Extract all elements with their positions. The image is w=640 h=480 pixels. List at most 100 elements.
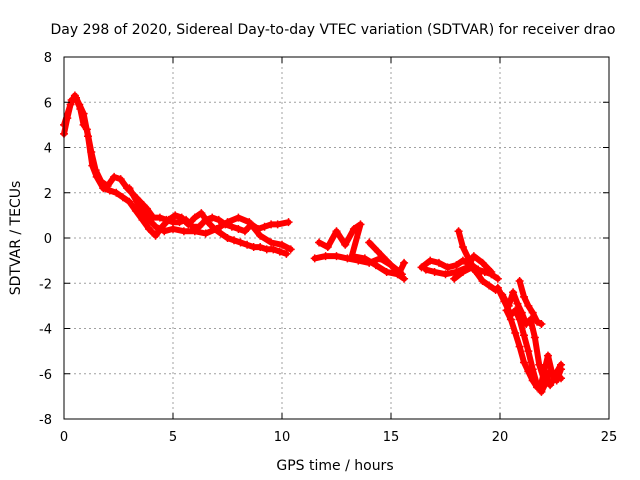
data-point xyxy=(365,258,374,267)
data-point xyxy=(443,263,452,272)
data-point xyxy=(169,224,177,233)
y-tick-label: 8 xyxy=(44,51,52,66)
data-point xyxy=(116,175,125,184)
data-point xyxy=(240,227,249,236)
data-point xyxy=(515,276,524,285)
data-point xyxy=(519,358,528,367)
y-tick-label: 6 xyxy=(44,96,52,111)
data-point xyxy=(515,342,524,351)
data-point xyxy=(528,308,537,317)
data-point xyxy=(528,376,537,385)
data-point xyxy=(83,132,92,141)
x-tick-label: 5 xyxy=(169,430,177,445)
data-point xyxy=(125,184,134,193)
data-point xyxy=(537,319,546,328)
data-point xyxy=(160,227,169,236)
y-tick-label: 2 xyxy=(44,187,52,202)
data-point xyxy=(522,319,531,328)
data-point xyxy=(155,213,164,222)
data-point xyxy=(478,258,487,267)
data-point xyxy=(275,247,284,256)
data-point xyxy=(474,270,483,279)
data-point xyxy=(533,383,542,392)
data-point xyxy=(179,227,188,236)
data-point xyxy=(506,315,515,324)
data-point xyxy=(332,227,341,236)
data-point xyxy=(212,224,221,233)
data-point xyxy=(349,224,358,233)
data-point xyxy=(230,236,239,245)
series-group xyxy=(60,91,566,396)
data-point xyxy=(260,222,269,231)
data-point xyxy=(458,267,467,276)
data-point xyxy=(223,218,232,227)
data-point xyxy=(467,263,476,272)
data-point xyxy=(524,367,533,376)
data-point xyxy=(151,231,160,240)
data-point xyxy=(88,161,97,170)
data-point xyxy=(315,238,324,247)
data-point xyxy=(535,360,544,369)
x-tick-label: 15 xyxy=(383,430,400,445)
data-point xyxy=(454,227,463,236)
data-point xyxy=(469,252,478,261)
y-tick-label: 0 xyxy=(44,232,52,247)
data-point xyxy=(373,247,382,256)
x-tick-label: 10 xyxy=(274,430,291,445)
data-point xyxy=(511,329,520,338)
data-point xyxy=(543,351,552,360)
data-point xyxy=(70,91,79,100)
data-point xyxy=(118,193,127,202)
data-point xyxy=(356,220,365,229)
data-point xyxy=(171,211,180,220)
data-point xyxy=(537,378,546,387)
data-point xyxy=(177,213,186,222)
y-tick-label: -2 xyxy=(39,277,52,292)
data-point xyxy=(216,229,225,238)
data-point xyxy=(341,240,350,249)
y-tick-label: -4 xyxy=(39,323,52,338)
data-point xyxy=(310,254,319,263)
data-point xyxy=(546,381,555,390)
data-point xyxy=(203,218,212,227)
data-point xyxy=(145,224,154,233)
data-point xyxy=(201,229,210,238)
data-point xyxy=(66,100,75,109)
data-series xyxy=(60,91,566,396)
data-point xyxy=(267,238,276,247)
data-point xyxy=(92,172,101,181)
x-tick-label: 25 xyxy=(601,430,618,445)
data-point xyxy=(197,209,206,218)
data-point xyxy=(524,347,533,356)
data-point xyxy=(530,333,539,342)
data-point xyxy=(533,317,542,326)
y-tick-label: 4 xyxy=(44,142,52,157)
grid-lines xyxy=(64,57,609,419)
data-point xyxy=(519,292,528,301)
data-point xyxy=(354,256,363,265)
data-point xyxy=(441,270,450,279)
data-point xyxy=(498,290,507,299)
data-point xyxy=(223,234,232,242)
data-point xyxy=(391,265,400,274)
data-point xyxy=(256,231,265,240)
data-point xyxy=(75,100,84,109)
data-point xyxy=(524,301,533,310)
chart-title: Day 298 of 2020, Sidereal Day-to-day VTE… xyxy=(50,22,615,38)
axis-ticks: 0 5 10 15 20 25 -8 -6 -4 -2 0 2 4 6 8 xyxy=(39,51,617,445)
data-point xyxy=(208,213,217,222)
data-point xyxy=(321,252,330,261)
data-point xyxy=(234,224,243,233)
data-point xyxy=(382,267,391,276)
data-point xyxy=(458,243,467,252)
data-point xyxy=(243,240,252,249)
data-point xyxy=(332,252,341,261)
data-point xyxy=(273,220,282,229)
data-point xyxy=(382,256,391,265)
data-point xyxy=(365,238,374,247)
data-point xyxy=(99,184,108,193)
data-point xyxy=(517,308,526,317)
data-point xyxy=(79,109,88,118)
y-axis-label: SDTVAR / TECUs xyxy=(8,181,24,296)
